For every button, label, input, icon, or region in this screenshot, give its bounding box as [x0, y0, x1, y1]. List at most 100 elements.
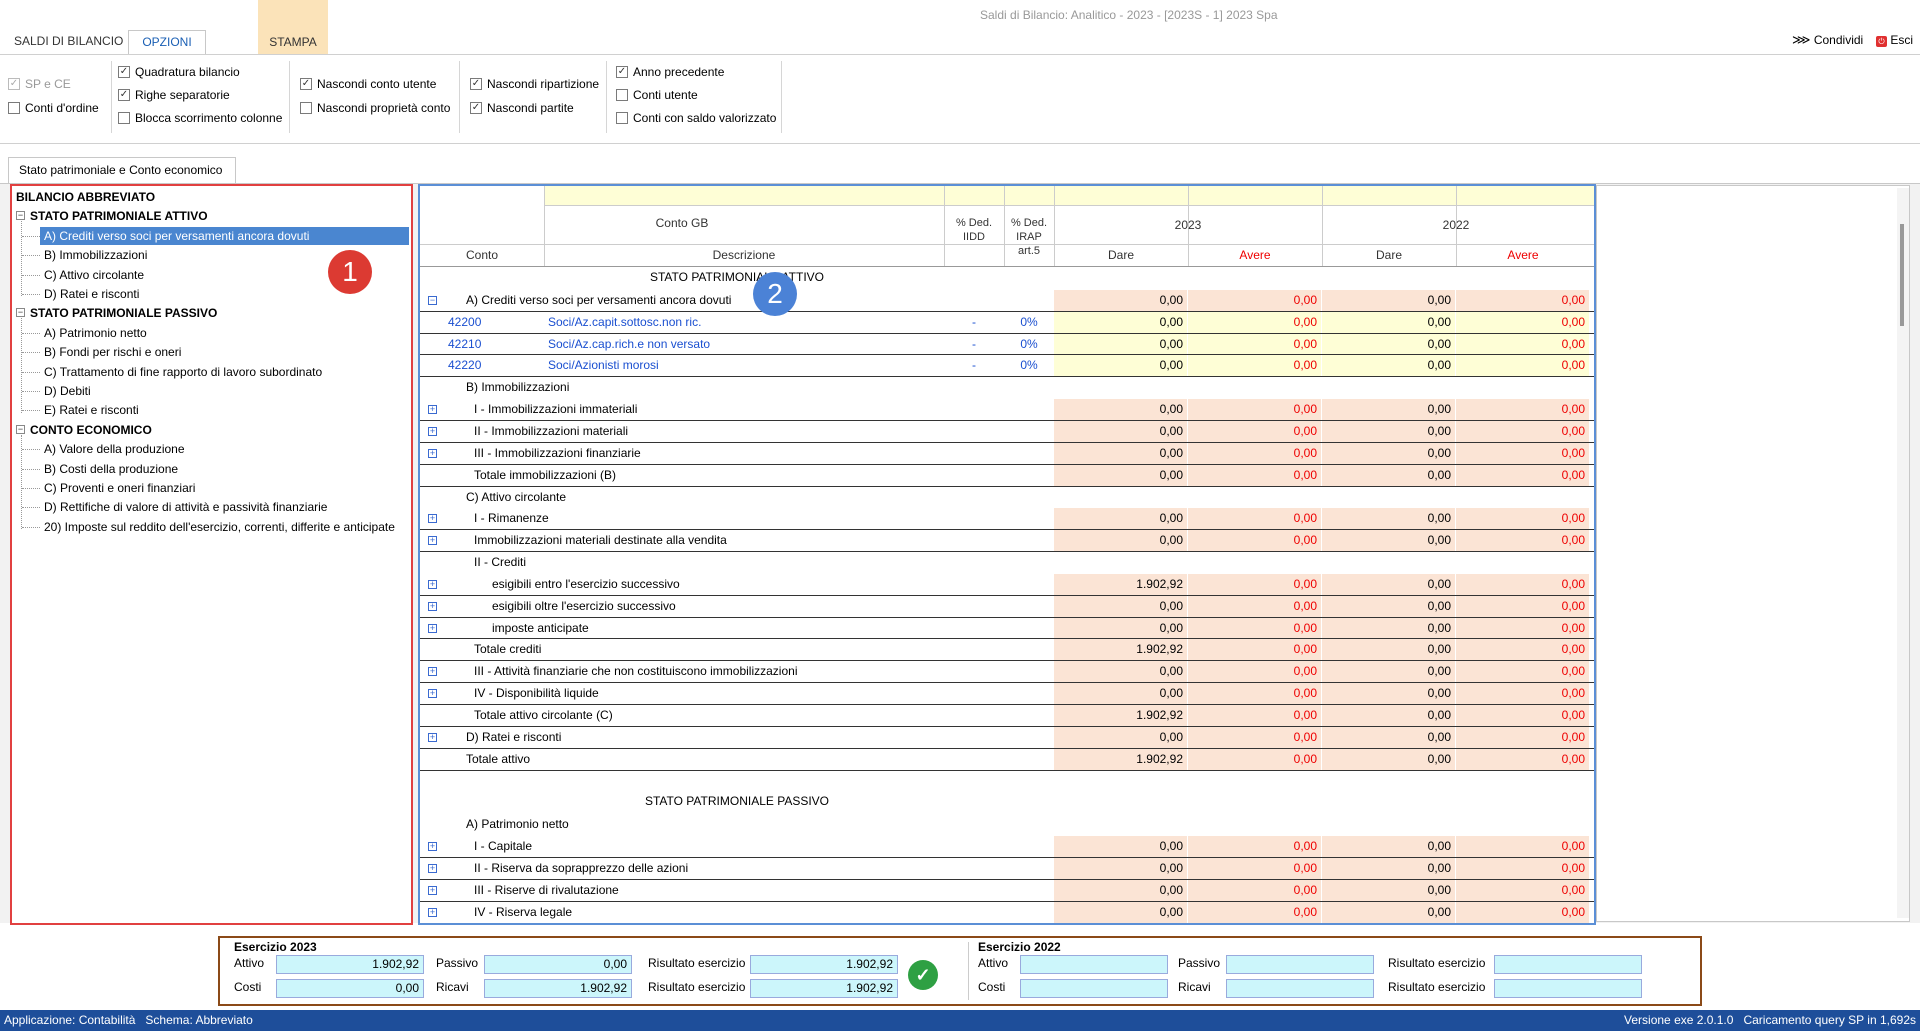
dare-2022-cell[interactable]: 0,00 — [1322, 683, 1456, 705]
tree-item[interactable]: C) Attivo circolante — [44, 267, 145, 282]
account-code[interactable]: 42210 — [448, 336, 482, 351]
avere-2022-cell[interactable]: 0,00 — [1456, 836, 1590, 858]
avere-2022-cell[interactable]: 0,00 — [1456, 726, 1590, 749]
dare-2022-cell[interactable]: 0,00 — [1322, 595, 1456, 618]
avere-2022-cell[interactable]: 0,00 — [1456, 705, 1590, 727]
expand-icon[interactable]: + — [428, 425, 437, 436]
account-code[interactable]: 42220 — [448, 358, 482, 373]
avere-2023-cell[interactable]: 0,00 — [1188, 661, 1322, 684]
avere-2023-cell[interactable]: 0,00 — [1188, 595, 1322, 618]
tree-item[interactable]: C) Trattamento di fine rapporto di lavor… — [44, 364, 323, 379]
dare-2022-cell[interactable]: 0,00 — [1322, 879, 1456, 902]
tree-item[interactable]: A) Crediti verso soci per versamenti anc… — [40, 226, 409, 245]
tree-item[interactable]: D) Debiti — [44, 384, 91, 398]
dare-2022-cell[interactable]: 0,00 — [1322, 836, 1456, 858]
avere-2023-cell[interactable]: 0,00 — [1188, 857, 1322, 880]
avere-2023-cell[interactable]: 0,00 — [1188, 748, 1322, 771]
avere-2022-cell[interactable]: 0,00 — [1456, 530, 1590, 553]
avere-2023-cell[interactable]: 0,00 — [1188, 573, 1322, 596]
account-description[interactable]: Soci/Az.capit.sottosc.non ric. — [548, 314, 702, 329]
tree-item[interactable]: D) Rettifiche di valore di attività e pa… — [44, 500, 328, 515]
tree-item[interactable]: E) Ratei e risconti — [44, 403, 139, 418]
account-description[interactable]: Soci/Az.cap.rich.e non versato — [548, 336, 711, 351]
ricavi-2022-field[interactable] — [1226, 979, 1374, 998]
dare-2022-cell[interactable]: 0,00 — [1322, 726, 1456, 749]
scrollbar-thumb[interactable] — [1900, 224, 1904, 326]
tree-section[interactable]: STATO PATRIMONIALE ATTIVO — [30, 209, 208, 224]
expand-icon[interactable]: + — [428, 688, 437, 699]
avere-2022-cell[interactable]: 0,00 — [1456, 639, 1590, 662]
tab-stampa[interactable]: STAMPA — [258, 0, 328, 56]
avere-2022-cell[interactable]: 0,00 — [1456, 442, 1590, 465]
avere-2022-cell[interactable]: 0,00 — [1456, 683, 1590, 705]
dare-2023-cell[interactable]: 0,00 — [1054, 617, 1188, 640]
dare-2022-cell[interactable]: 0,00 — [1322, 857, 1456, 880]
dare-2022-cell[interactable]: 0,00 — [1322, 530, 1456, 553]
dare-2022-cell[interactable]: 0,00 — [1322, 420, 1456, 443]
avere-2022-cell[interactable]: 0,00 — [1456, 311, 1590, 334]
costi-2023-field[interactable]: 0,00 — [276, 979, 424, 998]
tree-item[interactable]: B) Immobilizzazioni — [44, 248, 148, 263]
dare-2022-cell[interactable]: 0,00 — [1322, 442, 1456, 465]
dare-2023-cell[interactable]: 0,00 — [1054, 464, 1188, 487]
dare-2023-cell[interactable]: 0,00 — [1054, 420, 1188, 443]
avere-2022-cell[interactable]: 0,00 — [1456, 879, 1590, 902]
dare-2023-cell[interactable]: 0,00 — [1054, 661, 1188, 684]
dare-2022-cell[interactable]: 0,00 — [1322, 573, 1456, 596]
dare-2022-cell[interactable]: 0,00 — [1322, 464, 1456, 487]
dare-2023-cell[interactable]: 1.902,92 — [1054, 573, 1188, 596]
avere-2022-cell[interactable]: 0,00 — [1456, 289, 1590, 312]
avere-2023-cell[interactable]: 0,00 — [1188, 639, 1322, 662]
header-avere-2023[interactable]: Avere — [1239, 248, 1271, 262]
header-dare-2022[interactable]: Dare — [1375, 248, 1402, 262]
dare-2022-cell[interactable]: 0,00 — [1322, 399, 1456, 421]
dare-2022-cell[interactable]: 0,00 — [1322, 748, 1456, 771]
tree-item[interactable]: B) Fondi per rischi e oneri — [44, 345, 182, 360]
tree-item[interactable]: C) Proventi e oneri finanziari — [44, 481, 196, 495]
avere-2023-cell[interactable]: 0,00 — [1188, 683, 1322, 705]
avere-2023-cell[interactable]: 0,00 — [1188, 289, 1322, 312]
avere-2023-cell[interactable]: 0,00 — [1188, 508, 1322, 531]
avere-2022-cell[interactable]: 0,00 — [1456, 573, 1590, 596]
tab-opzioni[interactable]: OPZIONI — [128, 30, 206, 56]
dare-2022-cell[interactable]: 0,00 — [1322, 705, 1456, 727]
tree-item[interactable]: B) Costi della produzione — [44, 461, 179, 476]
avere-2023-cell[interactable]: 0,00 — [1188, 726, 1322, 749]
expand-icon[interactable]: + — [428, 862, 437, 873]
collapse-icon[interactable]: − — [428, 294, 437, 305]
dare-2022-cell[interactable]: 0,00 — [1322, 355, 1456, 378]
expand-icon[interactable]: + — [428, 535, 437, 546]
risultato-2022-field-2[interactable] — [1494, 979, 1642, 998]
tree-item[interactable]: A) Patrimonio netto — [44, 325, 147, 340]
dare-2023-cell[interactable]: 1.902,92 — [1054, 705, 1188, 727]
avere-2022-cell[interactable]: 0,00 — [1456, 333, 1590, 356]
dare-2023-cell[interactable]: 0,00 — [1054, 399, 1188, 421]
expand-icon[interactable]: + — [428, 884, 437, 895]
avere-2022-cell[interactable]: 0,00 — [1456, 857, 1590, 880]
expand-icon[interactable]: + — [428, 578, 437, 589]
dare-2022-cell[interactable]: 0,00 — [1322, 617, 1456, 640]
attivo-2023-field[interactable]: 1.902,92 — [276, 955, 424, 974]
dare-2022-cell[interactable]: 0,00 — [1322, 289, 1456, 312]
attivo-2022-field[interactable] — [1020, 955, 1168, 974]
dare-2022-cell[interactable]: 0,00 — [1322, 333, 1456, 356]
collapse-icon[interactable]: − — [16, 210, 25, 221]
avere-2022-cell[interactable]: 0,00 — [1456, 748, 1590, 771]
account-description[interactable]: Soci/Azionisti morosi — [548, 358, 659, 373]
passivo-2022-field[interactable] — [1226, 955, 1374, 974]
avere-2022-cell[interactable]: 0,00 — [1456, 508, 1590, 531]
avere-2023-cell[interactable]: 0,00 — [1188, 617, 1322, 640]
dare-2023-cell[interactable]: 0,00 — [1054, 442, 1188, 465]
account-code[interactable]: 42200 — [448, 314, 482, 329]
avere-2023-cell[interactable]: 0,00 — [1188, 705, 1322, 727]
dare-2023-cell[interactable]: 0,00 — [1054, 901, 1188, 923]
avere-2023-cell[interactable]: 0,00 — [1188, 442, 1322, 465]
dare-2023-cell[interactable]: 0,00 — [1054, 289, 1188, 312]
avere-2022-cell[interactable]: 0,00 — [1456, 901, 1590, 923]
tree-item[interactable]: A) Valore della produzione — [44, 442, 185, 457]
dare-2023-cell[interactable]: 0,00 — [1054, 530, 1188, 553]
tree-item[interactable]: 20) Imposte sul reddito dell'esercizio, … — [44, 519, 395, 534]
header-conto[interactable]: Conto — [465, 248, 499, 262]
expand-icon[interactable]: + — [428, 622, 437, 633]
header-ded-irap[interactable]: % Ded. IRAP art.5 — [1010, 217, 1048, 257]
